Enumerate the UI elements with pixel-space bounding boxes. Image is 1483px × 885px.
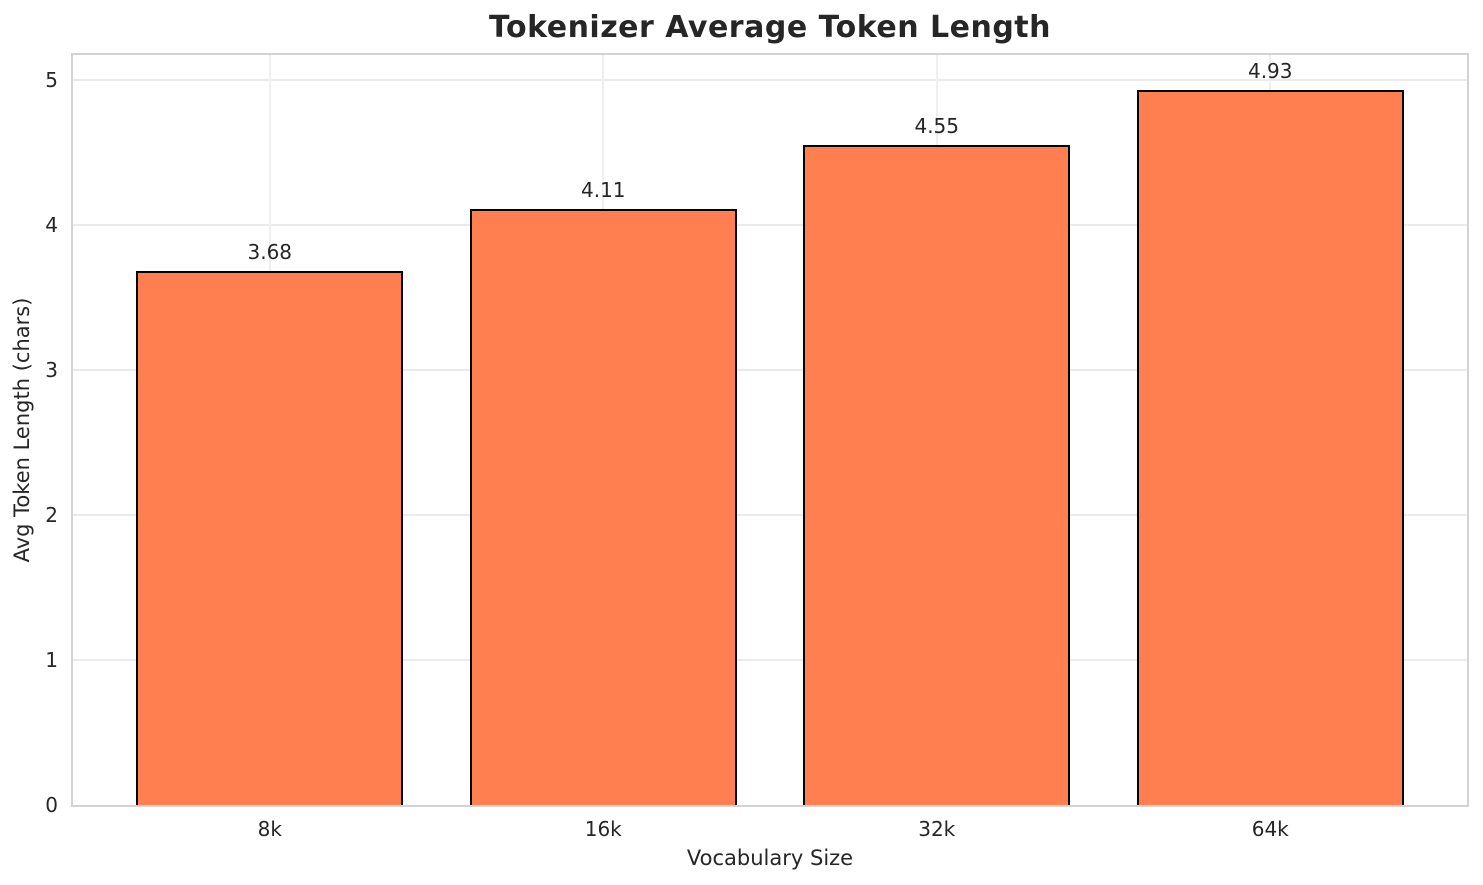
bar-8k [136, 271, 404, 805]
y-axis-ticks: 0 1 2 3 4 5 [0, 55, 58, 817]
y-tick-label: 2 [45, 502, 58, 527]
h-gridline [73, 368, 1467, 371]
x-axis-ticks: 8k 16k 32k 64k [73, 817, 1467, 843]
h-gridline [73, 223, 1467, 226]
bar-value-label: 3.68 [247, 240, 293, 265]
bar-value-label: 4.93 [1247, 58, 1293, 83]
x-tick-label-8k: 8k [257, 817, 282, 841]
h-gridline [73, 78, 1467, 81]
h-gridline [73, 658, 1467, 661]
chart-title: Tokenizer Average Token Length [488, 10, 1051, 45]
y-tick-label: 4 [45, 212, 58, 237]
bar-value-label: 4.55 [914, 113, 959, 138]
plot-area: 3.68 4.11 4.55 4.93 [71, 53, 1469, 807]
y-tick-label: 1 [45, 647, 58, 672]
x-axis-label: Vocabulary Size [686, 846, 854, 870]
y-tick-label: 3 [45, 357, 58, 382]
bar-16k [469, 208, 737, 805]
bar-32k [803, 144, 1071, 805]
x-tick-label-16k: 16k [584, 817, 622, 841]
h-gridline [73, 513, 1467, 516]
bar-64k [1136, 89, 1404, 805]
x-tick-label-64k: 64k [1251, 817, 1289, 841]
y-tick-label: 0 [45, 793, 58, 817]
x-tick-label-32k: 32k [918, 817, 956, 841]
y-tick-label: 5 [45, 67, 58, 92]
bar-value-label: 4.11 [580, 177, 626, 202]
